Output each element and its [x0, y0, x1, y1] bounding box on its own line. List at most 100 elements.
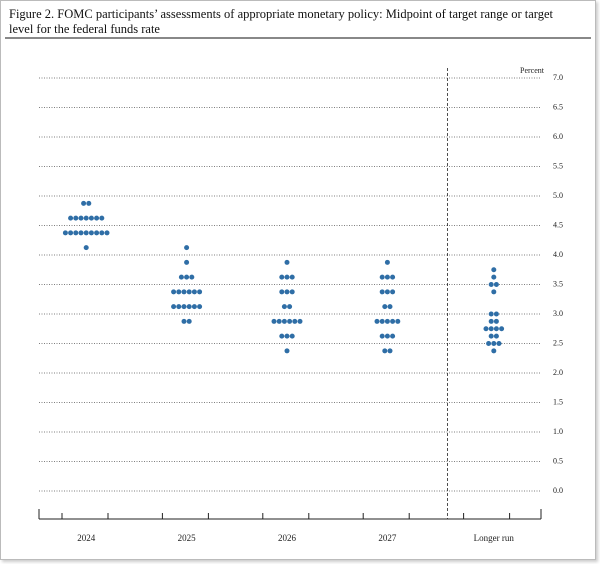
dot — [176, 304, 182, 310]
dot — [488, 318, 494, 324]
dot — [496, 341, 502, 346]
x-tick-label: 2025 — [178, 533, 197, 543]
dot — [78, 215, 84, 221]
dot — [184, 259, 190, 265]
dot — [279, 333, 285, 339]
dot — [284, 259, 290, 265]
dot — [493, 318, 499, 324]
dot — [81, 200, 87, 206]
y-tick-label: 0.5 — [553, 456, 563, 465]
dot — [271, 318, 277, 324]
chart-title: Figure 2. FOMC participants’ assessments… — [9, 7, 553, 36]
dot — [284, 289, 290, 295]
dot — [387, 348, 393, 354]
dot — [491, 274, 497, 280]
dot — [176, 289, 182, 295]
dot — [279, 274, 285, 280]
x-tick-label: 2027 — [378, 533, 397, 543]
dot — [197, 304, 203, 310]
dot — [486, 341, 492, 346]
dot — [374, 318, 380, 324]
dot — [178, 274, 184, 280]
y-tick-label: 4.0 — [553, 250, 563, 259]
x-tick-label: 2026 — [278, 533, 297, 543]
dot — [83, 245, 89, 251]
dot — [184, 245, 190, 251]
y-tick-label: 5.5 — [553, 161, 563, 170]
dot — [94, 215, 100, 221]
dot — [186, 318, 192, 324]
x-tick-label: 2024 — [77, 533, 96, 543]
dot — [281, 318, 287, 324]
dot — [379, 289, 385, 295]
dot — [86, 200, 92, 206]
dot — [73, 230, 79, 236]
dot — [68, 230, 74, 236]
dot — [379, 333, 385, 339]
dot — [379, 274, 385, 280]
dot — [287, 318, 293, 324]
dot — [197, 289, 203, 295]
dot — [289, 333, 295, 339]
y-tick-label: 6.0 — [553, 132, 563, 141]
dot — [395, 318, 401, 324]
dot — [493, 311, 499, 317]
y-axis-label: Percent — [520, 66, 545, 75]
y-tick-label: 2.5 — [553, 338, 563, 347]
dot — [171, 304, 177, 310]
dot — [99, 230, 105, 236]
dot — [78, 230, 84, 236]
dot — [88, 215, 94, 221]
y-tick-label: 6.5 — [553, 102, 563, 111]
dot — [488, 311, 494, 317]
y-tick-label: 1.5 — [553, 397, 563, 406]
dot — [281, 304, 287, 310]
dot — [292, 318, 298, 324]
dot — [390, 333, 396, 339]
dot — [384, 274, 390, 280]
dot — [189, 274, 195, 280]
dot — [384, 318, 390, 324]
y-tick-label: 4.5 — [553, 220, 563, 229]
dot — [68, 215, 74, 221]
dot — [287, 304, 293, 310]
dot — [186, 289, 192, 295]
y-tick-label: 5.0 — [553, 191, 563, 200]
dot — [382, 304, 388, 310]
dot — [284, 333, 290, 339]
dot — [94, 230, 100, 236]
dot — [384, 289, 390, 295]
dot — [491, 267, 497, 273]
y-tick-label: 1.0 — [553, 427, 563, 436]
dot — [73, 215, 79, 221]
dot — [284, 348, 290, 354]
dot — [83, 215, 89, 221]
dot — [104, 230, 110, 236]
dot — [488, 282, 494, 287]
dot — [390, 318, 396, 324]
y-tick-label: 2.0 — [553, 368, 563, 377]
dot — [99, 215, 105, 221]
dot — [491, 348, 497, 354]
dot — [181, 318, 187, 324]
y-tick-label: 7.0 — [553, 73, 563, 82]
dot — [387, 304, 393, 310]
dot — [62, 230, 68, 236]
dot — [384, 333, 390, 339]
dot — [191, 304, 197, 310]
dot — [493, 333, 499, 339]
dot — [88, 230, 94, 236]
dot — [276, 318, 282, 324]
dot — [488, 326, 494, 332]
dot — [491, 289, 497, 295]
dot — [499, 326, 505, 332]
x-tick-label: Longer run — [474, 533, 515, 543]
dot — [483, 326, 489, 332]
dot — [493, 326, 499, 332]
dot — [289, 289, 295, 295]
dot — [289, 274, 295, 280]
dot — [191, 289, 197, 295]
dot — [181, 289, 187, 295]
y-tick-label: 0.0 — [553, 486, 563, 495]
